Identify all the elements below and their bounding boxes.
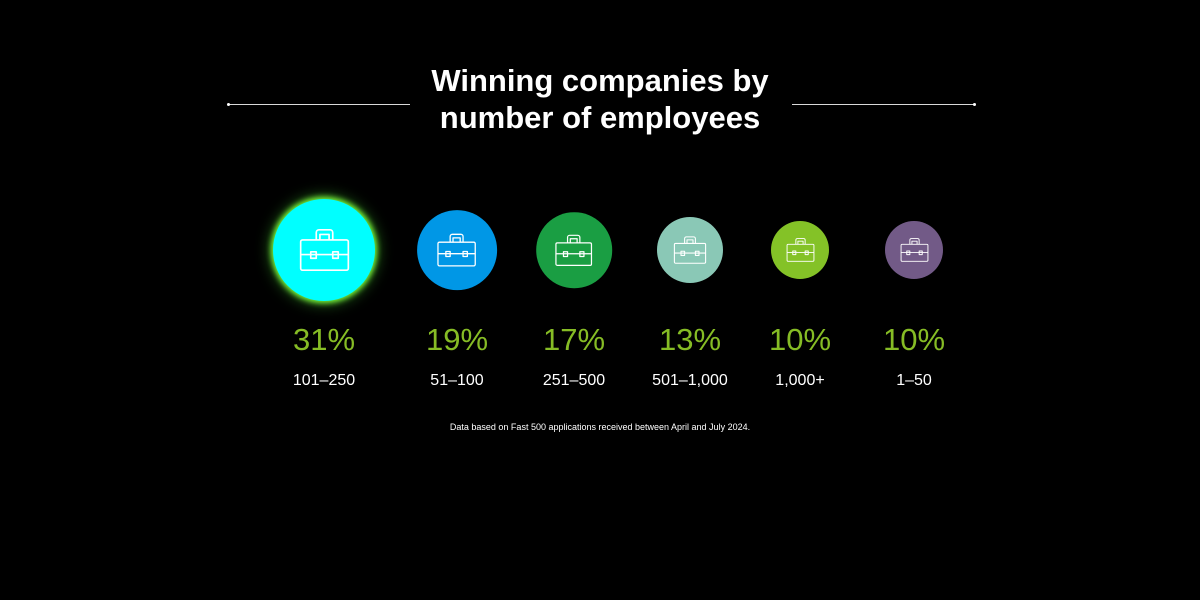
category-item: 17% 251–500 — [499, 0, 649, 400]
value-label: 10% — [768, 322, 832, 357]
category-label: 1,000+ — [775, 372, 825, 389]
category-label: 51–100 — [430, 372, 484, 389]
value-bubble — [657, 217, 723, 283]
briefcase-icon — [786, 238, 814, 263]
briefcase-icon — [299, 229, 349, 272]
value-bubble — [417, 210, 497, 290]
value-label: 31% — [292, 322, 356, 357]
category-item: 31% 101–250 — [249, 0, 399, 400]
value-bubble — [885, 221, 943, 279]
category-item: 13% 501–1,000 — [615, 0, 765, 400]
category-item: 10% 1,000+ — [725, 0, 875, 400]
title-block: Winning companies by number of employees — [0, 62, 1200, 142]
value-bubble — [536, 212, 612, 288]
chart-title: Winning companies by number of employees — [400, 62, 800, 136]
value-label: 13% — [658, 322, 722, 357]
briefcase-icon — [673, 236, 707, 265]
category-label: 101–250 — [292, 372, 356, 389]
category-item: 10% 1–50 — [839, 0, 989, 400]
category-label: 501–1,000 — [652, 372, 728, 389]
category-item: 19% 51–100 — [382, 0, 532, 400]
briefcase-icon — [555, 234, 593, 266]
title-rule-left — [227, 103, 410, 106]
category-label: 1–50 — [896, 372, 932, 389]
value-label: 10% — [882, 322, 946, 357]
briefcase-icon — [900, 238, 928, 263]
chart-title-line-2: number of employees — [439, 100, 761, 135]
footnote: Data based on Fast 500 applications rece… — [449, 422, 751, 432]
value-bubble — [273, 199, 375, 301]
value-label: 17% — [542, 322, 606, 357]
category-label: 251–500 — [542, 372, 606, 389]
title-rule-right — [792, 103, 976, 106]
briefcase-icon — [437, 233, 477, 267]
value-label: 19% — [425, 322, 489, 357]
chart-title-line-1: Winning companies by — [431, 63, 769, 98]
value-bubble — [771, 221, 829, 279]
